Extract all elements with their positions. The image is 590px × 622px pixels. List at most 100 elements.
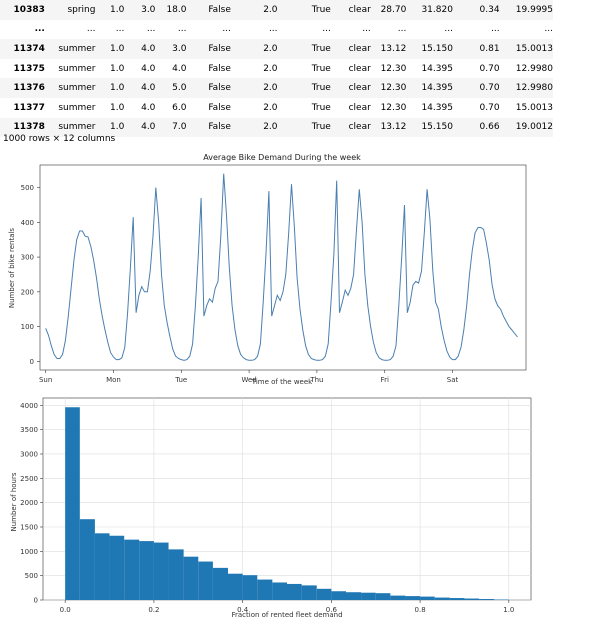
histogram-bar	[346, 592, 362, 600]
table-cell: 2.0	[230, 0, 278, 20]
table-cell: 1.0	[110, 63, 125, 74]
histogram-bar	[479, 599, 495, 600]
table-cell: 0.70	[479, 63, 500, 74]
histogram-bar	[375, 593, 391, 600]
line-plot-frame	[39, 164, 527, 371]
histogram-bar	[405, 596, 421, 600]
table-cell: 2.0	[263, 63, 278, 74]
table-cell: 7.0	[155, 117, 187, 138]
table-cell: summer	[58, 102, 96, 113]
table-row: 11376 summer 1.0 4.0 5.0 False 2.0 True clear 12.…	[0, 78, 553, 98]
x-tick-label: 0.0	[60, 606, 71, 614]
table-cell: ...	[86, 24, 96, 35]
x-tick-label: 0.8	[415, 606, 426, 614]
table-cell: 1.0	[95, 0, 125, 20]
table-cell: 12.30	[370, 78, 407, 98]
table-row: 11374 summer 1.0 4.0 3.0 False 2.0 True clear 13.…	[0, 39, 553, 59]
y-tick-label: 0	[30, 358, 34, 366]
demand-series-line	[45, 173, 518, 361]
y-tick-label: 300	[21, 254, 34, 262]
table-cell: 28.70	[370, 0, 407, 20]
weekly-demand-line-chart: Average Bike Demand During the week 0 100…	[8, 153, 527, 386]
y-tick-label: 0	[34, 597, 38, 605]
histogram-bar	[94, 533, 110, 600]
histogram-bar	[272, 582, 287, 600]
x-tick-label: 1.0	[503, 606, 514, 614]
histogram-bar	[242, 575, 258, 600]
table-cell: clear	[330, 0, 371, 20]
histogram-bar	[198, 561, 213, 600]
x-tick-label: Mon	[106, 376, 121, 384]
histogram-bar	[183, 556, 199, 600]
table-cell: clear	[330, 78, 371, 98]
histogram-bar	[287, 583, 302, 600]
table-cell: 0.70	[452, 78, 500, 98]
table-row: 11375 summer 1.0 4.0 4.0 False 2.0 True clear 12.…	[0, 59, 553, 79]
row-index-cell: 11376	[0, 78, 49, 98]
table-cell: False	[208, 63, 231, 74]
table-cell: 12.9980	[499, 78, 553, 98]
hist-x-axis-label: Fraction of rented fleet demand	[231, 611, 342, 619]
table-cell: True	[311, 63, 331, 74]
table-cell: 4.0	[124, 117, 156, 138]
table-cell: True	[277, 117, 331, 138]
table-cell: clear	[348, 63, 371, 74]
histogram-bar	[109, 535, 125, 600]
table-cell: 15.0013	[515, 102, 553, 113]
y-tick-label: 100	[21, 323, 34, 331]
y-tick-label: 1500	[20, 523, 38, 531]
row-index-cell: 11375	[13, 63, 45, 74]
y-tick-label: 3500	[20, 426, 38, 434]
histogram-bar	[449, 598, 465, 600]
table-cell: 18.0	[155, 0, 187, 20]
line-x-axis-label: Time of the week	[251, 378, 313, 386]
fleet-demand-histogram: 0 500 1000 1500 2000 2500 3000 3500 4000 0.0 0.2 0…	[10, 397, 532, 619]
y-tick-label: 500	[21, 184, 34, 192]
histogram-bar	[79, 519, 95, 600]
table-cell: 4.0	[124, 78, 156, 98]
table-cell: summer	[48, 78, 96, 98]
table-cell: ...	[444, 24, 453, 35]
histogram-bar	[124, 539, 140, 600]
table-cell: 4.0	[172, 63, 187, 74]
table-cell: summer	[58, 63, 96, 74]
table-cell: False	[186, 0, 231, 20]
table-cell: ...	[268, 24, 278, 35]
table-cell: 12.30	[380, 63, 407, 74]
table-cell: ...	[177, 24, 187, 35]
row-index-cell: 10383	[0, 0, 49, 20]
table-cell: False	[186, 39, 231, 59]
histogram-bar	[65, 407, 80, 600]
table-cell: True	[277, 0, 331, 20]
x-tick-label: Sat	[447, 376, 459, 384]
table-cell: spring	[48, 0, 96, 20]
table-cell: clear	[330, 39, 371, 59]
table-cell: 13.12	[370, 39, 407, 59]
table-cell: False	[208, 102, 231, 113]
table-cell: True	[311, 102, 331, 113]
table-cell: ...	[115, 24, 125, 35]
x-tick-label: Sun	[39, 376, 52, 384]
y-tick-label: 500	[25, 572, 38, 580]
x-tick-label: 0.6	[326, 606, 338, 614]
dataframe-table: 10383 spring 1.0 3.0 18.0 False 2.0 True clear 28…	[0, 0, 553, 138]
table-cell: 5.0	[155, 78, 187, 98]
y-tick-label: 400	[21, 219, 34, 227]
histogram-bar	[227, 573, 243, 600]
x-tick-label: 0.4	[237, 606, 249, 614]
table-cell: 4.0	[124, 39, 156, 59]
histogram-bar	[212, 567, 228, 600]
table-cell: 2.0	[230, 78, 278, 98]
table-cell: 0.70	[479, 102, 500, 113]
table-cell: 2.0	[230, 39, 278, 59]
table-cell: 0.34	[452, 0, 500, 20]
table-cell: ...	[362, 24, 371, 35]
histogram-bar	[390, 595, 406, 600]
y-tick-label: 3000	[20, 450, 38, 458]
y-tick-label: 2500	[20, 475, 38, 483]
table-cell: 31.820	[406, 0, 453, 20]
table-cell: True	[277, 39, 331, 59]
table-cell: True	[277, 78, 331, 98]
table-cell: 14.395	[421, 102, 453, 113]
table-cell: summer	[48, 117, 96, 138]
